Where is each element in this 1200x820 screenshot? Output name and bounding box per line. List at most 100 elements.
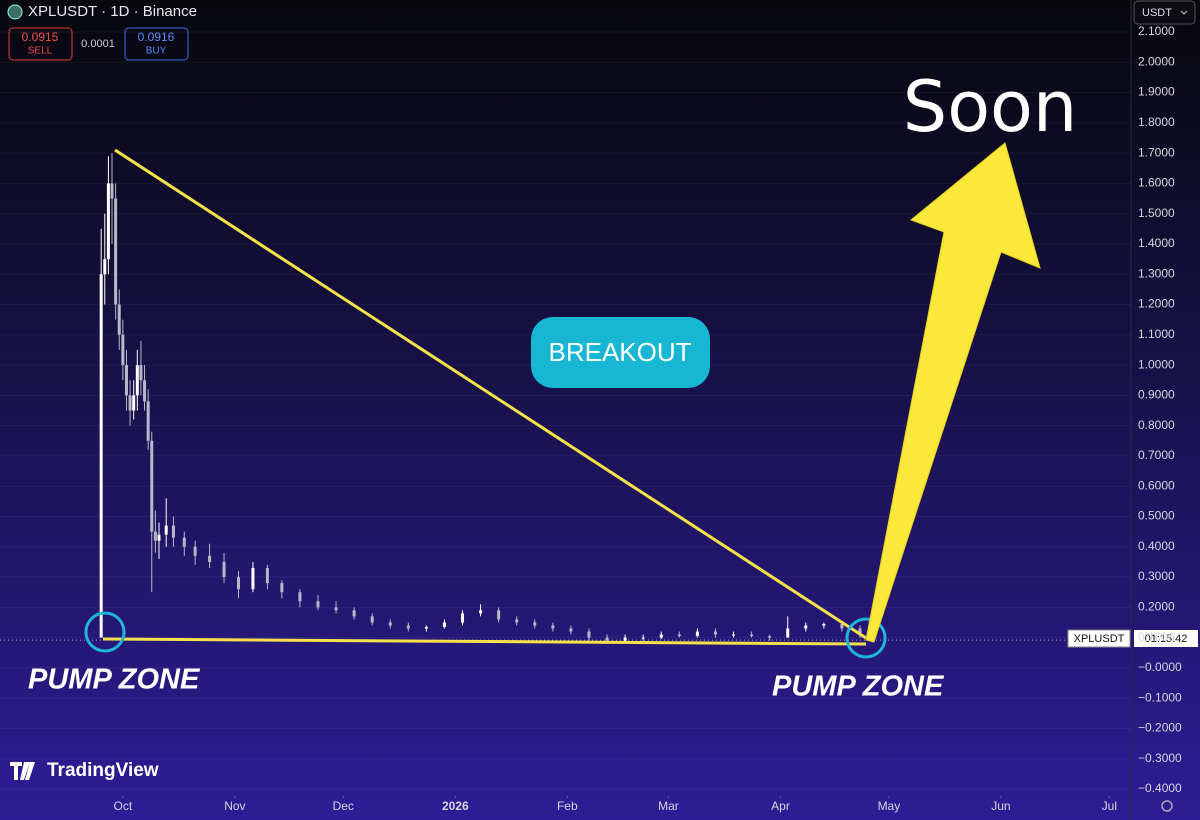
- currency-selector[interactable]: [1133, 0, 1196, 25]
- candle-body: [786, 628, 790, 638]
- candle-body: [143, 380, 147, 402]
- x-tick-label: Dec: [333, 799, 354, 813]
- y-tick-label: 1.0000: [1138, 357, 1175, 371]
- header: XPLUSDT · 1D · Binance 0.0915 SELL 0.000…: [7, 0, 1196, 61]
- x-tick-label: May: [878, 799, 901, 813]
- candle-body: [236, 577, 240, 590]
- y-tick-label: 0.6000: [1138, 478, 1175, 492]
- candle-body: [146, 401, 150, 441]
- candle-body: [768, 636, 772, 638]
- dropdown-icon: [1180, 10, 1188, 15]
- candle-body: [677, 634, 681, 637]
- x-tick-label: Oct: [114, 799, 133, 813]
- y-tick-label: −0.3000: [1138, 751, 1182, 765]
- brand-logo: [10, 762, 35, 780]
- sell-button[interactable]: [8, 27, 73, 61]
- candle-body: [533, 622, 537, 626]
- candle-body: [370, 616, 374, 623]
- y-tick-label: 0.3000: [1138, 569, 1175, 583]
- y-tick-label: 2.1000: [1138, 24, 1175, 38]
- y-tick-label: 1.9000: [1138, 85, 1175, 99]
- candle-body: [569, 628, 573, 632]
- y-tick-label: 0.4000: [1138, 539, 1175, 553]
- arrow: [865, 142, 1041, 643]
- candle-body: [587, 631, 591, 638]
- candle-body: [840, 623, 844, 629]
- candle-body: [208, 555, 212, 562]
- candle-body: [442, 622, 446, 628]
- y-tick-label: 1.8000: [1138, 115, 1175, 129]
- y-tick-label: 0.7000: [1138, 448, 1175, 462]
- symbol-tag: XPLUSDT: [1074, 633, 1125, 645]
- y-tick-label: 1.1000: [1138, 327, 1175, 341]
- buy-label: BUY: [146, 46, 167, 57]
- candle-body: [750, 634, 754, 637]
- candle-body: [153, 531, 157, 541]
- pump-zone-circle: [845, 617, 887, 659]
- brand-name: TradingView: [47, 760, 159, 781]
- y-tick-label: −0.4000: [1138, 781, 1182, 795]
- x-tick-label: Jul: [1102, 799, 1117, 813]
- candle-body: [164, 525, 168, 535]
- candle-body: [334, 607, 338, 611]
- candle-body: [352, 610, 356, 617]
- candle-body: [388, 622, 392, 626]
- sell-label: SELL: [28, 46, 53, 57]
- candle-body: [406, 625, 410, 629]
- breakout-label: BREAKOUT: [548, 337, 691, 367]
- x-tick-label: Jun: [991, 799, 1010, 813]
- candle-body: [298, 592, 302, 602]
- symbol-tag-box: [1067, 629, 1131, 648]
- candle-body: [251, 567, 255, 590]
- candle-body: [695, 631, 699, 637]
- candle-body: [106, 183, 110, 260]
- settings-icon[interactable]: [1161, 800, 1173, 812]
- brand: TradingView: [10, 760, 159, 781]
- chart-title: XPLUSDT · 1D · Binance: [28, 3, 197, 20]
- x-tick-label: 2026: [442, 799, 469, 813]
- candle-body: [316, 601, 320, 608]
- y-tick-label: −0.1000: [1138, 690, 1182, 704]
- countdown-box: [1134, 630, 1198, 647]
- y-tick-label: 1.7000: [1138, 145, 1175, 159]
- pump-zone-label: PUMP ZONE: [28, 664, 201, 696]
- candle-body: [193, 546, 197, 556]
- buy-price: 0.0916: [138, 30, 175, 44]
- candle-body: [171, 525, 175, 538]
- buy-button[interactable]: [124, 27, 189, 61]
- candle-body: [461, 613, 465, 623]
- candle-body: [99, 274, 103, 638]
- candle-body: [157, 534, 161, 541]
- candle-body: [265, 567, 269, 584]
- y-tick-label: 0.2000: [1138, 599, 1175, 613]
- support-line: [102, 637, 867, 646]
- y-tick-label: −0.0000: [1138, 660, 1182, 674]
- candle-body: [124, 365, 128, 396]
- y-tick-label: 1.4000: [1138, 236, 1175, 250]
- y-tick-label: 1.2000: [1138, 297, 1175, 311]
- trend-line: [114, 148, 867, 640]
- candle-body: [121, 334, 125, 366]
- spread: 0.0001: [81, 38, 115, 50]
- pump-zone-circle: [84, 611, 126, 653]
- candle-body: [659, 634, 663, 638]
- y-tick-label: −0.2000: [1138, 721, 1182, 735]
- candle-body: [114, 198, 118, 305]
- x-tick-label: Apr: [771, 799, 790, 813]
- candle-body: [515, 619, 519, 623]
- candle-body: [110, 183, 114, 199]
- candle-body: [623, 637, 627, 641]
- countdown: 01:15:42: [1145, 633, 1188, 645]
- y-tick-label: 1.5000: [1138, 206, 1175, 220]
- sell-price: 0.0915: [22, 30, 59, 44]
- pump-zone-label: PUMP ZONE: [772, 671, 945, 703]
- candle-body: [424, 627, 428, 629]
- y-tick-label: 1.3000: [1138, 266, 1175, 280]
- candle-body: [182, 537, 186, 547]
- candle-body: [732, 634, 736, 636]
- last-price-tags: XPLUSDT 01:15:42: [1067, 629, 1198, 648]
- y-tick-label: 0.1000: [1138, 630, 1175, 644]
- y-tick-label: 2.0000: [1138, 54, 1175, 68]
